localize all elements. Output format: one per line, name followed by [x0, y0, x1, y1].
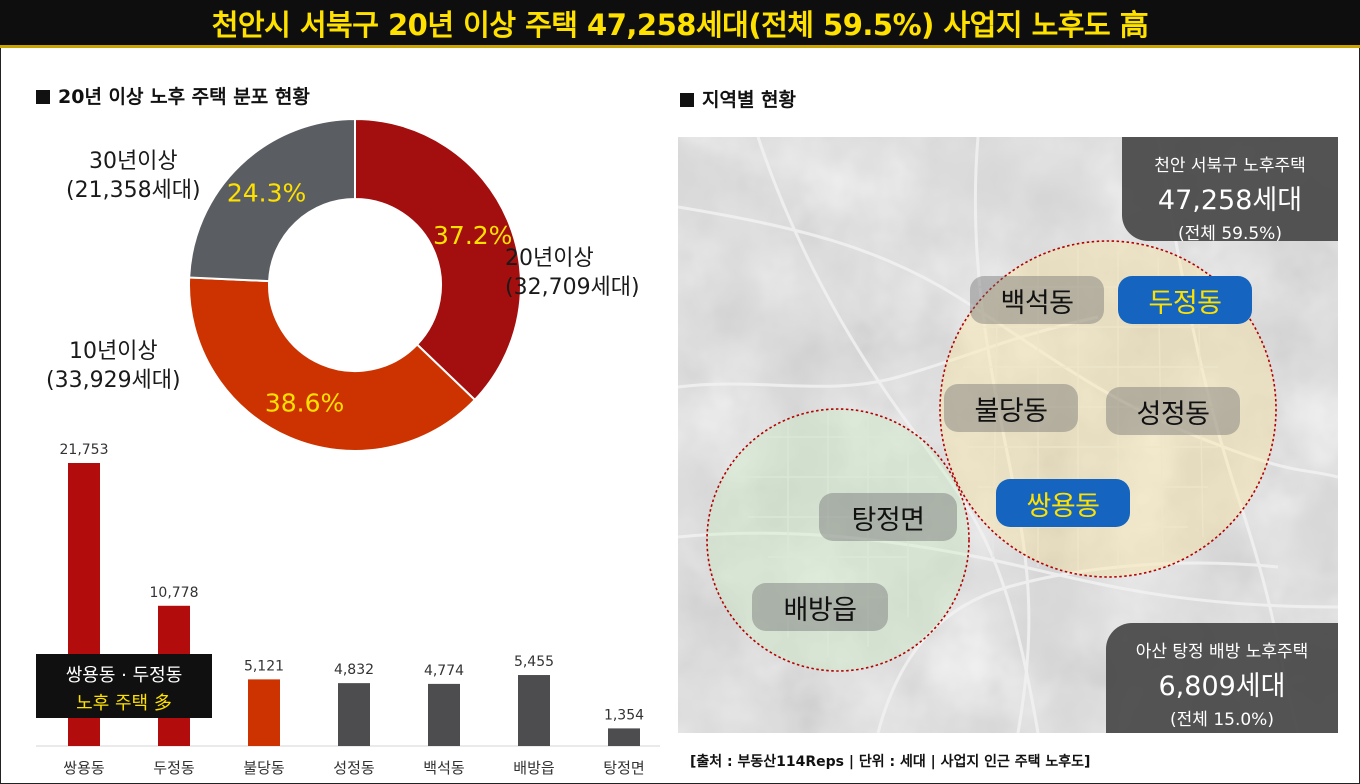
page-title: 천안시 서북구 20년 이상 주택 47,258세대(전체 59.5%) 사업지…	[211, 7, 1149, 42]
map-label-buldang: 불당동	[944, 384, 1078, 432]
donut-label-30y-name: 30년이상	[88, 149, 178, 174]
bar-category-label: 성정동	[333, 759, 375, 777]
bar-category-label: 쌍용동	[63, 759, 105, 777]
bar-value-label: 10,778	[150, 585, 199, 601]
donut-label-10y-households: (33,929세대)	[46, 367, 181, 393]
bar	[428, 683, 460, 746]
square-bullet-icon	[36, 90, 50, 104]
region-map: 백석동 두정동 불당동 성정동 쌍용동 탕정면 배방읍 천안 서북구 노후주택 …	[678, 137, 1338, 733]
map-label-ssangyong: 쌍용동	[996, 479, 1130, 527]
bar-value-label: 5,455	[514, 654, 554, 670]
bar-value-label: 21,753	[60, 442, 109, 458]
bar	[518, 675, 550, 746]
donut-label-10y-name: 10년이상	[68, 339, 158, 364]
donut-label-10y: 10년이상 (33,929세대)	[46, 338, 181, 395]
info-cheonan-line2: 47,258세대	[1157, 185, 1303, 216]
info-box-asan: 아산 탕정 배방 노후주택 6,809세대 (전체 15.0%)	[1106, 623, 1338, 733]
bar-value-label: 4,832	[334, 662, 374, 678]
bar-category-label: 배방읍	[513, 759, 554, 777]
bar-category-label: 불당동	[243, 759, 285, 777]
asan-area-circle	[706, 408, 970, 672]
donut-percent-label: 24.3%	[227, 178, 306, 207]
donut-slice	[188, 118, 356, 283]
info-asan-line2: 6,809세대	[1158, 671, 1286, 702]
info-cheonan-line3: (전체 59.5%)	[1178, 224, 1282, 244]
donut-chart: 37.2% 38.6% 24.3%	[188, 118, 522, 452]
donut-label-20y-households: (32,709세대)	[505, 274, 640, 300]
bar-value-label: 4,774	[424, 663, 464, 679]
donut-slice	[188, 276, 477, 452]
map-label-baekseok: 백석동	[970, 276, 1104, 324]
bar	[608, 728, 640, 746]
map-label-tangjeong: 탕정면	[819, 493, 957, 541]
callout-line1: 쌍용동 · 두정동	[65, 665, 183, 686]
donut-label-20y-name: 20년이상	[505, 246, 594, 271]
bar-value-label: 5,121	[244, 658, 284, 674]
donut-label-30y: 30년이상 (21,358세대)	[66, 148, 201, 205]
map-label-seongjeong: 성정동	[1106, 387, 1240, 435]
donut-label-20y: 20년이상 (32,709세대)	[505, 245, 640, 302]
bar-value-label: 1,354	[604, 707, 644, 723]
section-title-distribution: 20년 이상 노후 주택 분포 현황	[36, 82, 310, 109]
bar	[338, 683, 370, 746]
info-box-cheonan: 천안 서북구 노후주택 47,258세대 (전체 59.5%)	[1122, 137, 1338, 244]
donut-percent-label: 38.6%	[265, 389, 344, 418]
map-label-baebang: 배방읍	[752, 583, 888, 631]
bar-category-label: 두정동	[153, 759, 195, 777]
source-note: [출처 : 부동산114Reps | 단위 : 세대 | 사업지 인근 주택 노…	[690, 754, 1091, 770]
square-bullet-icon	[680, 93, 694, 107]
callout-line2: 노후 주택 多	[76, 693, 172, 714]
donut-percent-label: 37.2%	[433, 221, 512, 250]
info-asan-line1: 아산 탕정 배방 노후주택	[1135, 642, 1309, 662]
donut-label-30y-households: (21,358세대)	[66, 177, 201, 203]
bar-category-label: 백석동	[423, 759, 465, 777]
info-cheonan-line1: 천안 서북구 노후주택	[1154, 156, 1306, 176]
bar	[248, 679, 280, 746]
callout-box: 쌍용동 · 두정동 노후 주택 多	[36, 654, 212, 718]
section-title-region-text: 지역별 현황	[702, 89, 797, 111]
donut-slice	[354, 118, 522, 402]
map-label-dujeong: 두정동	[1118, 276, 1252, 324]
info-asan-line3: (전체 15.0%)	[1170, 710, 1274, 730]
section-title-distribution-text: 20년 이상 노후 주택 분포 현황	[58, 86, 310, 108]
bar-category-label: 탕정면	[603, 759, 644, 777]
bar-chart: 21,753 쌍용동 10,778 두정동 5,121 불당동 4,832 성정동 4,774 백…	[36, 442, 660, 777]
map-city-grid	[738, 249, 1223, 657]
section-title-region: 지역별 현황	[680, 85, 796, 112]
title-bar: 천안시 서북구 20년 이상 주택 47,258세대(전체 59.5%) 사업지…	[0, 0, 1360, 48]
